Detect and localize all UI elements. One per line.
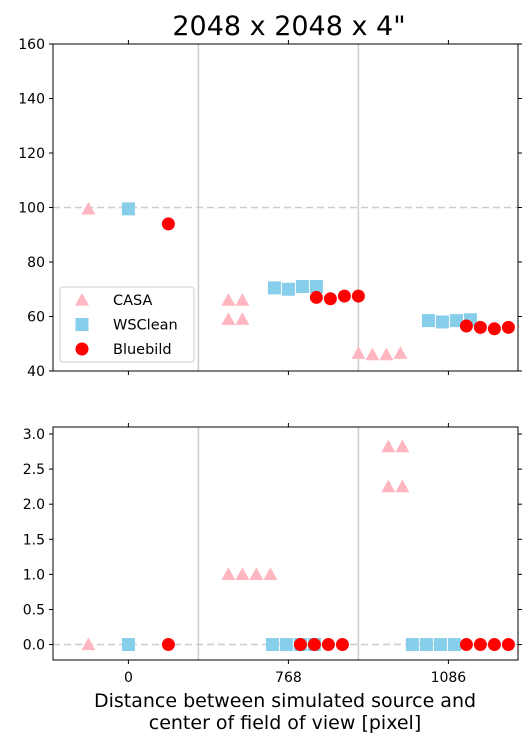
chart-title: 2048 x 2048 x 4" bbox=[172, 11, 405, 42]
x-tick-label-1: 768 bbox=[275, 670, 302, 686]
bottom-casa-point-8 bbox=[395, 479, 410, 493]
bottom-bluebild-point-6 bbox=[473, 638, 487, 652]
bottom-casa-point-5 bbox=[381, 439, 396, 453]
legend-casa-label: CASA bbox=[113, 293, 153, 309]
bottom-bluebild-point-5 bbox=[459, 638, 473, 652]
x-axis-group-labels: 0 768 1086 bbox=[124, 670, 466, 686]
legend-box bbox=[59, 286, 195, 363]
top-wsclean-point-7 bbox=[449, 314, 463, 328]
bottom-casa-point-2 bbox=[235, 567, 250, 580]
top-wsclean-point-2 bbox=[281, 282, 295, 296]
bottom-casa-point-0 bbox=[81, 637, 96, 651]
legend-bluebild-marker bbox=[75, 342, 89, 356]
legend-wsclean-label: WSClean bbox=[113, 318, 178, 334]
bottom-bluebild-point-0 bbox=[161, 638, 175, 652]
x-axis-label-line1: Distance between simulated source and bbox=[94, 690, 476, 712]
bottom-bluebild-point-1 bbox=[293, 638, 307, 652]
top-ytick-label-3: 100 bbox=[18, 201, 45, 217]
legend-casa-marker bbox=[75, 293, 89, 306]
bottom-ytick-label-5: 2.5 bbox=[23, 462, 45, 478]
top-bluebild-point-6 bbox=[473, 320, 487, 334]
top-legend: CASA WSClean Bluebild bbox=[59, 286, 195, 363]
bottom-wsclean-point-1 bbox=[265, 638, 279, 652]
top-ytick-label-2: 80 bbox=[27, 255, 45, 271]
bottom-ytick-label-3: 1.5 bbox=[23, 532, 45, 548]
top-bluebild-point-7 bbox=[487, 322, 501, 336]
bottom-casa-point-1 bbox=[221, 567, 236, 580]
bottom-casa-point-6 bbox=[395, 439, 410, 453]
bottom-wsclean-point-8 bbox=[447, 638, 461, 652]
legend-wsclean-marker bbox=[75, 318, 89, 331]
top-casa-point-6 bbox=[365, 347, 380, 361]
top-casa-point-4 bbox=[235, 293, 250, 306]
legend-bluebild-label: Bluebild bbox=[113, 342, 172, 358]
top-bluebild-point-5 bbox=[459, 319, 473, 333]
bottom-casa-point-3 bbox=[249, 567, 264, 580]
top-ytick-label-1: 60 bbox=[27, 310, 45, 326]
top-bluebild-point-8 bbox=[501, 320, 515, 334]
top-casa-point-5 bbox=[351, 346, 366, 359]
top-bluebild-point-0 bbox=[161, 217, 175, 231]
bottom-bluebild-point-8 bbox=[501, 638, 515, 652]
top-casa-point-2 bbox=[221, 293, 236, 306]
bottom-axes-frame bbox=[52, 426, 519, 661]
bottom-bluebild-point-4 bbox=[335, 638, 349, 652]
bottom-casa-point-7 bbox=[381, 479, 396, 493]
top-ytick-label-6: 160 bbox=[18, 37, 45, 53]
top-bluebild-point-2 bbox=[323, 292, 337, 306]
top-wsclean-point-3 bbox=[295, 280, 309, 294]
bottom-ytick-label-6: 3.0 bbox=[23, 427, 45, 443]
x-tick-label-0: 0 bbox=[124, 670, 133, 686]
bottom-bluebild-point-3 bbox=[321, 638, 335, 652]
top-wsclean-point-1 bbox=[267, 281, 281, 295]
bottom-wsclean-point-6 bbox=[419, 638, 433, 652]
top-panel: 40 60 80 100 120 140 160 CASA WSClean Bluebild bbox=[18, 37, 522, 380]
top-casa-point-8 bbox=[393, 346, 408, 359]
top-casa-point-0 bbox=[81, 201, 96, 215]
bottom-bluebild-point-7 bbox=[487, 638, 501, 652]
top-wsclean-point-4 bbox=[309, 280, 323, 294]
bottom-ytick-label-2: 1.0 bbox=[23, 567, 45, 583]
top-casa-point-7 bbox=[379, 347, 394, 361]
bottom-wsclean-point-2 bbox=[279, 638, 293, 652]
bottom-wsclean-point-7 bbox=[433, 638, 447, 652]
x-tick-label-2: 1086 bbox=[431, 670, 467, 686]
bottom-ytick-label-1: 0.5 bbox=[23, 602, 45, 618]
top-ytick-label-0: 40 bbox=[27, 364, 45, 380]
bottom-casa-point-4 bbox=[263, 567, 278, 580]
bottom-wsclean-point-5 bbox=[405, 638, 419, 652]
x-axis-label-line2: center of field of view [pixel] bbox=[149, 712, 422, 734]
top-ytick-label-4: 120 bbox=[18, 146, 45, 162]
top-wsclean-point-6 bbox=[435, 315, 449, 329]
top-casa-point-3 bbox=[235, 312, 250, 325]
bottom-ytick-label-0: 0.0 bbox=[23, 638, 45, 654]
bottom-bluebild-point-2 bbox=[307, 638, 321, 652]
bottom-panel: 0.0 0.5 1.0 1.5 2.0 2.5 3.0 bbox=[23, 423, 522, 664]
top-casa-point-1 bbox=[221, 312, 236, 325]
top-bluebild-point-3 bbox=[337, 289, 351, 303]
top-bluebild-point-1 bbox=[309, 290, 323, 304]
top-wsclean-point-5 bbox=[421, 314, 435, 328]
top-wsclean-point-0 bbox=[121, 202, 135, 216]
top-ytick-label-5: 140 bbox=[18, 92, 45, 108]
top-bluebild-point-4 bbox=[351, 289, 365, 303]
bottom-wsclean-point-0 bbox=[121, 638, 135, 652]
bottom-ytick-label-4: 2.0 bbox=[23, 497, 45, 513]
